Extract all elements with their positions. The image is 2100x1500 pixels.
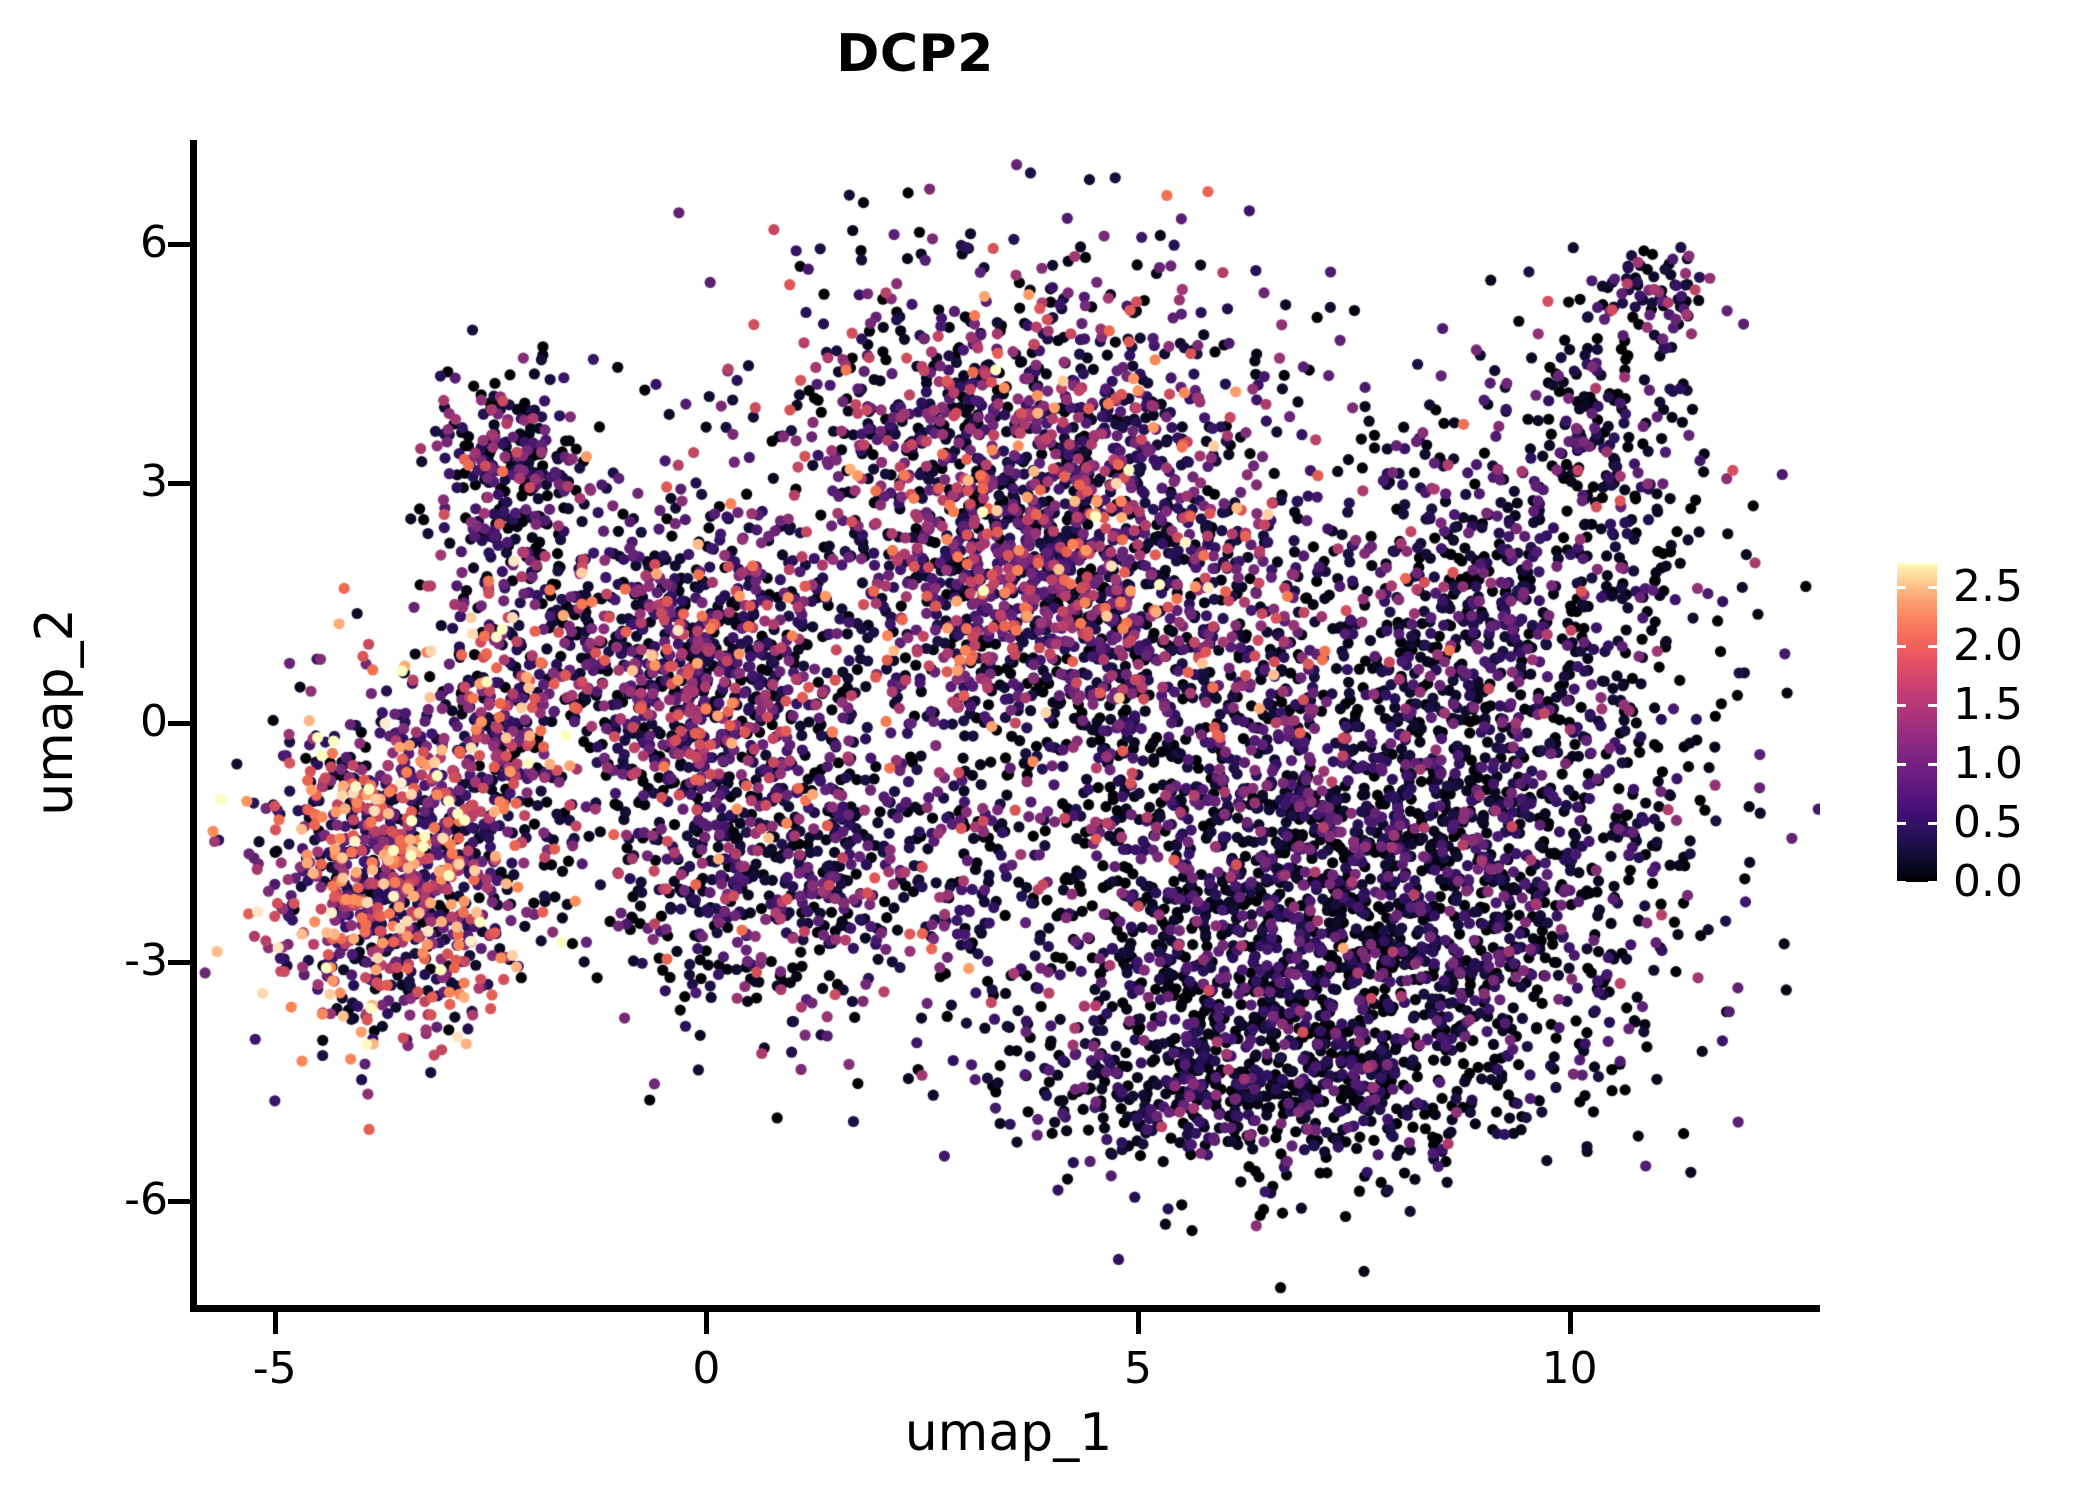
x-tick-label: 10 (1541, 1343, 1598, 1394)
colorbar-tick-label: 1.5 (1953, 678, 2023, 730)
colorbar-tick-mark (1897, 644, 1906, 648)
colorbar-tick-mark (1928, 881, 1937, 884)
y-tick-label: -3 (124, 934, 168, 986)
x-tick-mark (704, 1312, 710, 1334)
y-axis-spine (190, 140, 197, 1312)
colorbar-tick-mark (1928, 585, 1937, 589)
page-title: DCP2 (836, 24, 994, 84)
x-tick-label: -5 (252, 1343, 297, 1394)
y-tick-mark (168, 481, 190, 487)
x-axis-label: umap_1 (904, 1403, 1113, 1463)
y-tick-mark (168, 959, 190, 965)
x-tick-mark (272, 1312, 278, 1334)
colorbar-tick-label: 0.5 (1953, 796, 2023, 848)
colorbar-tick-mark (1897, 881, 1906, 884)
y-axis-label: umap_2 (25, 608, 85, 816)
y-tick-label: 6 (140, 216, 168, 268)
y-tick-label: 3 (140, 456, 168, 508)
colorbar-tick-mark (1897, 762, 1906, 766)
scatter-plot-area (197, 140, 1820, 1305)
colorbar-tick-mark (1928, 821, 1937, 825)
x-tick-label: 5 (1123, 1343, 1152, 1394)
colorbar-tick-label: 0.0 (1953, 856, 2023, 907)
y-tick-label: -6 (124, 1174, 168, 1226)
colorbar-tick-mark (1928, 644, 1937, 648)
x-axis-spine (190, 1305, 1820, 1312)
y-tick-mark (168, 241, 190, 247)
y-tick-mark (168, 1199, 190, 1205)
colorbar-tick-mark (1928, 703, 1937, 707)
y-tick-mark (168, 720, 190, 726)
colorbar-tick-mark (1897, 703, 1906, 707)
x-tick-mark (1567, 1312, 1573, 1334)
x-tick-mark (1135, 1312, 1141, 1334)
colorbar-tick-label: 1.0 (1953, 737, 2023, 789)
colorbar-tick-mark (1897, 821, 1906, 825)
x-tick-label: 0 (692, 1343, 721, 1394)
colorbar-tick-label: 2.0 (1953, 619, 2023, 671)
colorbar-tick-mark (1897, 585, 1906, 589)
colorbar-gradient (1897, 563, 1937, 882)
colorbar-tick-mark (1928, 762, 1937, 766)
colorbar-tick-label: 2.5 (1953, 560, 2023, 612)
y-tick-label: 0 (140, 695, 168, 747)
scatter-points-canvas (197, 140, 1820, 1305)
